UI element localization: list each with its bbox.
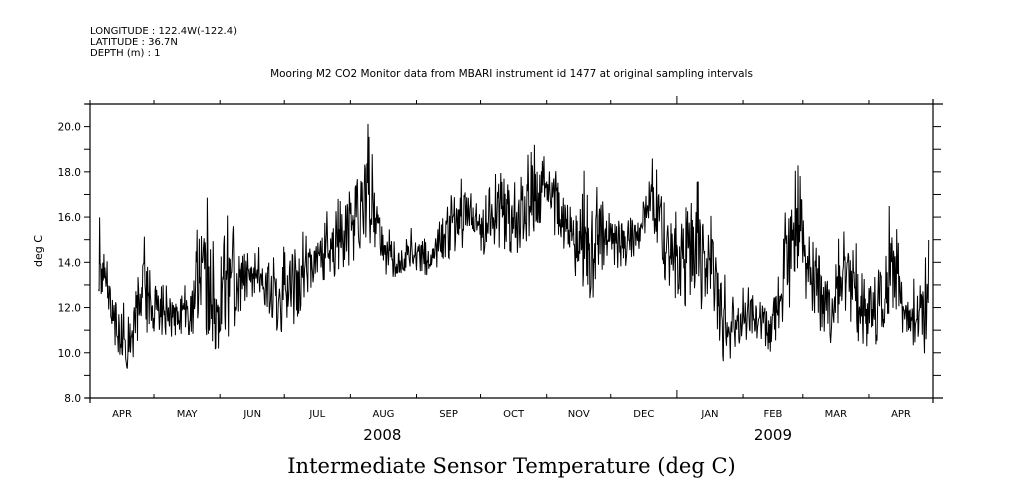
temperature-series bbox=[98, 123, 930, 369]
x-tick-label: JUL bbox=[308, 409, 325, 420]
x-tick-label: MAR bbox=[825, 409, 847, 420]
x-axis: APR MAY JUN JUL AUG SEP OCT NOV DEC JAN FEB MAR APR 2… bbox=[89, 96, 934, 444]
y-tick-label: 16.0 bbox=[58, 212, 81, 224]
y-axis-label: deg C bbox=[32, 235, 45, 267]
y-axis: 8.0 10.0 12.0 14.0 16.0 18.0 20.0 bbox=[58, 103, 941, 405]
latitude-label: LATITUDE : 36.7N bbox=[90, 37, 178, 48]
depth-label: DEPTH (m) : 1 bbox=[90, 48, 161, 59]
y-tick-label: 20.0 bbox=[58, 122, 81, 134]
x-tick-label: SEP bbox=[439, 409, 458, 420]
x-tick-label: MAY bbox=[177, 409, 199, 420]
y-tick-label: 18.0 bbox=[58, 167, 81, 179]
x-year-label: 2008 bbox=[363, 426, 401, 444]
y-tick-label: 12.0 bbox=[58, 303, 81, 315]
x-tick-label: NOV bbox=[568, 409, 590, 420]
longitude-label: LONGITUDE : 122.4W(-122.4) bbox=[90, 26, 237, 37]
x-tick-label: OCT bbox=[503, 409, 525, 420]
x-tick-label: AUG bbox=[372, 409, 394, 420]
x-tick-label: FEB bbox=[763, 409, 782, 420]
temperature-line bbox=[98, 123, 930, 369]
chart-title: Intermediate Sensor Temperature (deg C) bbox=[287, 454, 736, 478]
x-tick-label: JAN bbox=[700, 409, 718, 420]
x-tick-label: APR bbox=[891, 409, 911, 420]
x-tick-label: APR bbox=[112, 409, 132, 420]
y-tick-label: 10.0 bbox=[58, 348, 81, 360]
chart-subtitle: Mooring M2 CO2 Monitor data from MBARI i… bbox=[270, 68, 753, 80]
y-tick-label: 14.0 bbox=[58, 257, 81, 269]
x-year-label: 2009 bbox=[754, 426, 792, 444]
x-tick-label: JUN bbox=[242, 409, 261, 420]
y-tick-label: 8.0 bbox=[64, 393, 81, 405]
x-tick-label: DEC bbox=[633, 409, 654, 420]
